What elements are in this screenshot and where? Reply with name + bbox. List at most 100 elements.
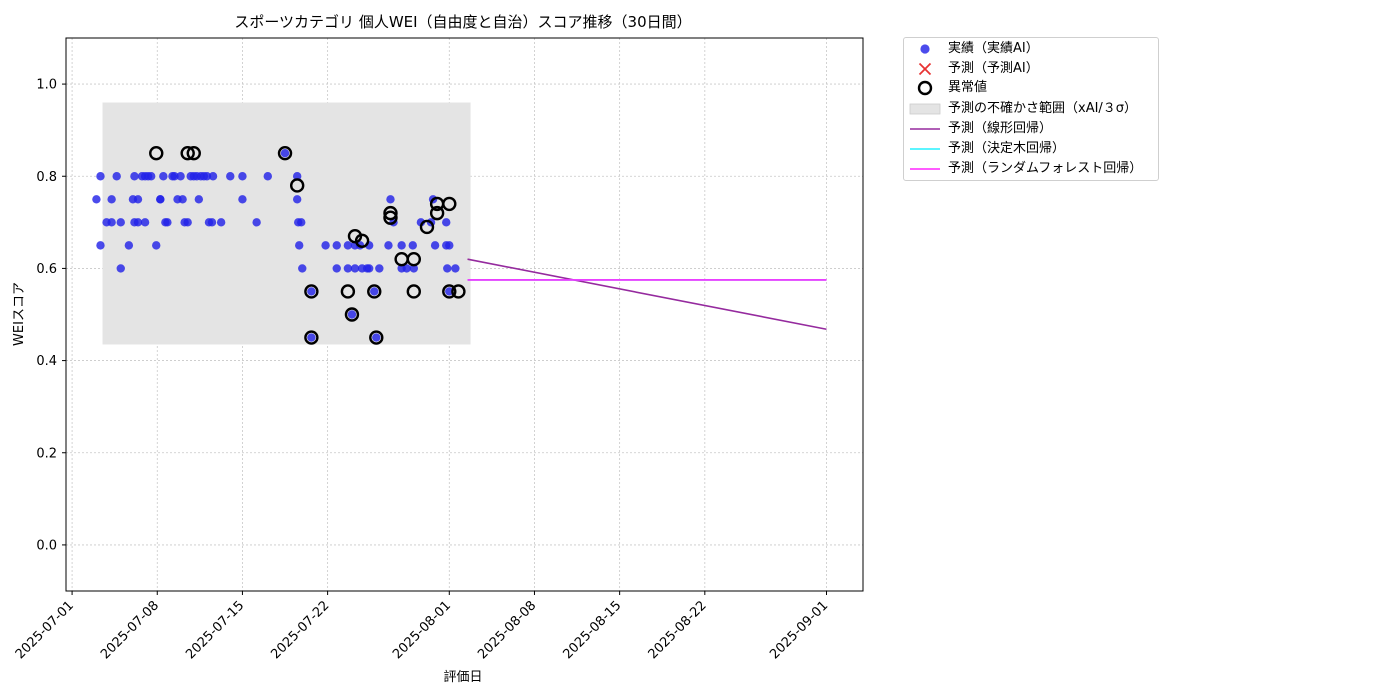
y-tick-label: 1.0 [36, 78, 57, 93]
x-tick-label: 2025-08-15 [560, 598, 624, 662]
legend-label-predicted: 予測（予測AI） [948, 61, 1039, 76]
outlier-marker [451, 284, 466, 299]
outlier-marker [442, 284, 457, 299]
legend-item-predicted: 予測（予測AI） [904, 59, 1160, 79]
y-tick-label: 0.0 [36, 538, 57, 553]
data-point [408, 241, 417, 250]
data-point [194, 195, 204, 204]
magenta-line-icon [910, 168, 940, 170]
outlier-marker [149, 146, 164, 161]
hollow-circle-icon [917, 80, 933, 96]
outlier-marker [419, 219, 435, 235]
data-point [112, 172, 121, 181]
data-point [343, 241, 353, 250]
outlier-marker [369, 330, 384, 345]
plot-frame [65, 37, 864, 592]
data-point [370, 287, 379, 296]
legend-label-tree: 予測（決定木回帰） [948, 141, 1066, 156]
data-point [292, 195, 302, 204]
outlier-marker [277, 146, 293, 161]
y-tick-label: 0.6 [36, 262, 57, 277]
outlier-marker [354, 233, 370, 248]
x-tick-label: 2025-08-08 [475, 598, 539, 662]
legend-item-outlier: 異常値 [904, 78, 1160, 98]
data-point [170, 172, 179, 181]
outlier-marker [442, 196, 457, 212]
data-point [202, 172, 212, 181]
data-point [332, 241, 341, 250]
uncertainty-band [102, 102, 471, 345]
y-axis-label: WEIスコア [12, 282, 27, 346]
data-point [207, 218, 217, 227]
purple-line-icon [910, 128, 940, 130]
outlier-marker [367, 284, 382, 299]
data-point [238, 195, 247, 204]
data-point [140, 218, 150, 227]
data-point [409, 264, 419, 273]
data-point [295, 241, 304, 250]
cyan-line-icon [910, 148, 940, 150]
outlier-marker [186, 146, 201, 161]
data-point [96, 172, 105, 181]
data-point [146, 172, 156, 181]
legend-label-band: 予測の不確かさ範囲（xAI/３σ） [948, 101, 1138, 116]
x-tick-label: 2025-09-01 [767, 598, 831, 662]
x-tick-label: 2025-08-22 [646, 598, 710, 662]
data-point [176, 172, 185, 181]
data-point [252, 218, 261, 227]
data-point [280, 149, 290, 158]
outlier-marker [383, 205, 398, 221]
data-point [443, 264, 452, 273]
data-point [107, 195, 116, 204]
uncertainty-band-rect [102, 102, 471, 345]
data-point [292, 172, 302, 181]
legend-item-actual: 実績（実績AI） [904, 39, 1160, 59]
legend-item-band: 予測の不確かさ範囲（xAI/３σ） [904, 99, 1160, 119]
y-tick-label: 0.4 [36, 354, 57, 369]
data-point [116, 218, 125, 227]
data-point [332, 264, 341, 273]
chart-title: スポーツカテゴリ 個人WEI（自由度と自治）スコア推移（30日間） [234, 13, 691, 31]
data-point [152, 241, 161, 250]
data-point [178, 195, 187, 204]
x-tick-label: 2025-07-22 [268, 598, 332, 662]
x-tick-label: 2025-07-01 [13, 598, 77, 662]
data-point [307, 333, 316, 342]
outlier-marker [429, 205, 445, 221]
data-point [107, 218, 116, 227]
data-point [297, 218, 306, 227]
data-point [92, 195, 101, 204]
x-tick-label: 2025-07-15 [183, 598, 247, 662]
y-tick-label: 0.2 [36, 446, 57, 461]
data-point [402, 264, 411, 273]
data-point [116, 264, 125, 273]
forecast-line-4 [467, 258, 827, 331]
outlier-marker [180, 146, 195, 161]
data-point [397, 241, 406, 250]
data-point [445, 287, 454, 296]
data-point [372, 333, 381, 342]
data-point [238, 172, 247, 181]
data-point [347, 310, 357, 319]
outlier-marker [347, 228, 363, 244]
legend-label-outlier: 異常値 [948, 80, 988, 95]
outlier-marker [406, 284, 422, 299]
x-tick-label: 2025-08-01 [390, 598, 454, 662]
data-point [451, 264, 460, 273]
legend-item-forest: 予測（ランダムフォレスト回帰） [904, 159, 1160, 179]
data-point [263, 172, 272, 181]
data-point [124, 241, 134, 250]
data-point [156, 195, 165, 204]
blue-dot-icon [920, 44, 930, 54]
outlier-marker [340, 284, 356, 299]
data-point [216, 218, 226, 227]
data-point [298, 264, 307, 273]
data-point [343, 264, 353, 273]
legend-label-forest: 予測（ランダムフォレスト回帰） [948, 161, 1143, 176]
x-tick-label: 2025-07-08 [98, 598, 162, 662]
legend-label-actual: 実績（実績AI） [948, 41, 1039, 56]
data-point [159, 172, 168, 181]
outlier-marker [406, 252, 422, 267]
data-point [442, 218, 451, 227]
